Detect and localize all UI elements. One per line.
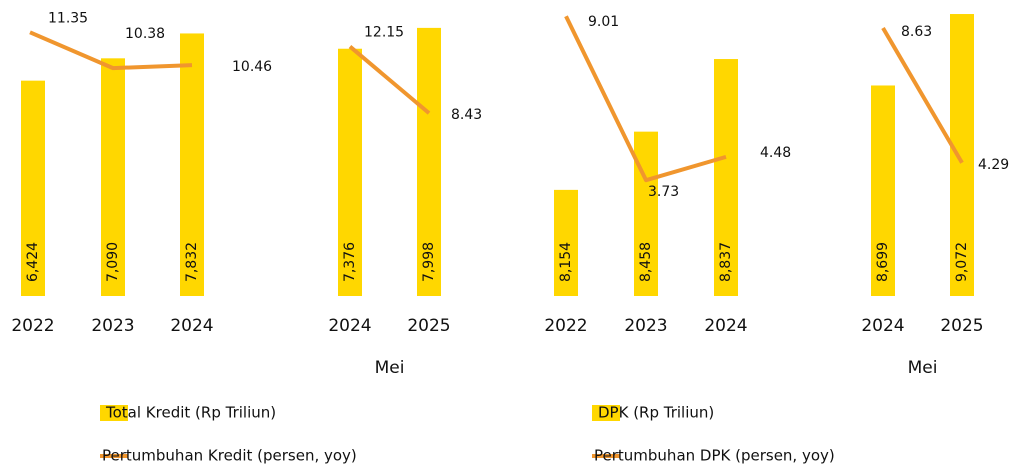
x-tick-label: 2022	[544, 316, 587, 336]
bar-value-label: 8,154	[558, 242, 574, 282]
bar-value-label: 8,699	[875, 242, 891, 282]
x-tick-label: 2024	[704, 316, 747, 336]
bar-value-label: 7,832	[184, 242, 200, 282]
line-value-label: 9.01	[588, 14, 619, 30]
bar	[871, 85, 895, 297]
legend-swatch	[100, 405, 128, 421]
x-tick-label: 2025	[407, 316, 450, 336]
bar	[180, 33, 204, 296]
line-value-label: 4.29	[978, 157, 1009, 173]
line	[348, 45, 431, 115]
x-tick-label: 2024	[328, 316, 371, 336]
bar	[950, 14, 974, 297]
line-value-label: 4.48	[760, 145, 791, 161]
bar-value-label: 7,998	[421, 242, 437, 282]
x-tick-label: 2022	[11, 316, 54, 336]
group-label: Mei	[375, 358, 405, 378]
bar-value-label: 7,376	[342, 242, 358, 282]
line-value-label: 8.63	[901, 24, 932, 40]
bar-value-label: 9,072	[954, 242, 970, 282]
bar	[417, 27, 441, 297]
line-value-label: 3.73	[648, 184, 679, 200]
line-value-label: 10.46	[232, 59, 272, 75]
bar	[714, 59, 738, 296]
line	[564, 15, 727, 183]
bar	[554, 189, 578, 296]
x-tick-label: 2023	[91, 316, 134, 336]
legend-label: Total Kredit (Rp Triliun)	[105, 404, 276, 422]
bar-value-label: 6,424	[25, 242, 41, 282]
x-tick-label: 2024	[861, 316, 904, 336]
bar-value-label: 7,090	[105, 242, 121, 282]
legend-label: Pertumbuhan DPK (persen, yoy)	[594, 447, 835, 465]
bar	[634, 131, 658, 296]
line-value-label: 10.38	[125, 26, 165, 42]
bar-value-label: 8,458	[638, 242, 654, 282]
group-label: Mei	[908, 358, 938, 378]
line	[29, 30, 193, 71]
legend-label: Pertumbuhan Kredit (persen, yoy)	[102, 447, 357, 465]
bar-value-label: 8,837	[718, 242, 734, 282]
x-tick-label: 2024	[170, 316, 213, 336]
bar	[21, 80, 45, 297]
line-value-label: 8.43	[451, 107, 482, 123]
bar	[338, 48, 362, 297]
legend-swatch	[592, 405, 620, 421]
x-tick-label: 2025	[940, 316, 983, 336]
line-value-label: 12.15	[364, 25, 404, 41]
bar	[101, 58, 125, 296]
legend-label: DPK (Rp Triliun)	[598, 404, 714, 422]
line-value-label: 11.35	[48, 10, 88, 26]
x-tick-label: 2023	[624, 316, 667, 336]
line	[881, 27, 964, 164]
